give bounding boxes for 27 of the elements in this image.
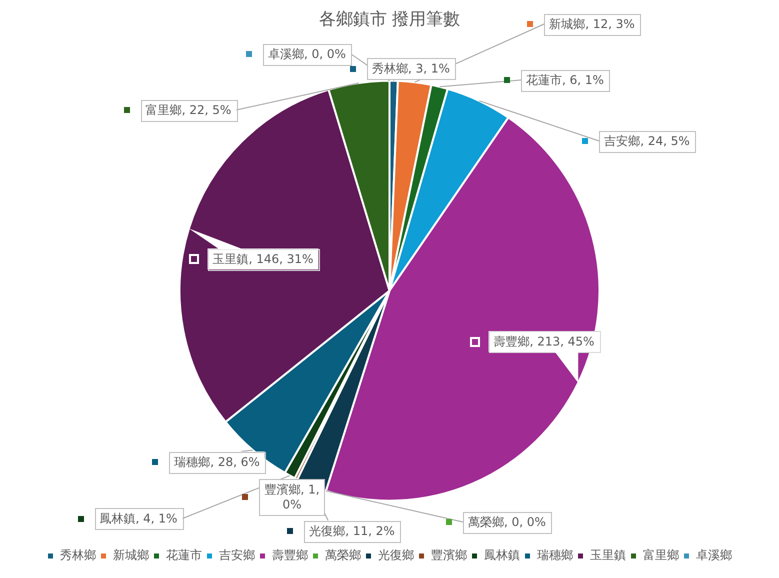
data-label: 玉里鎮, 146, 31% [212,252,314,266]
data-label: 花蓮市, 6, 1% [526,73,604,88]
data-label: 新城鄉, 12, 3% [549,17,635,32]
legend-label: 吉安鄉 [219,548,255,562]
data-label: 豐濱鄉, 1, 0% [264,482,320,512]
legend-label: 壽豐鄉 [272,548,308,562]
legend-label: 花蓮市 [166,548,202,562]
legend-label: 鳳林鎮 [484,548,520,562]
data-label: 富里鄉, 22, 5% [146,103,232,118]
data-label: 秀林鄉, 3, 1% [372,62,450,76]
data-label: 鳳林鎮, 4, 1% [100,512,178,526]
chart-title: 各鄉鎮市 撥用筆數 [318,10,460,30]
data-label: 吉安鄉, 24, 5% [604,134,690,148]
legend-label: 萬榮鄉 [325,548,361,562]
legend-label: 富里鄉 [643,548,679,562]
text: 萬榮鄉, 0, 0% [468,515,546,530]
data-label: 壽豐鄉, 213, 45% [494,334,594,349]
legend-label: 瑞穗鄉 [537,548,573,562]
legend-label: 豐濱鄉 [431,548,467,562]
legend-label: 光復鄉 [378,548,414,562]
data-label: 光復鄉, 11, 2% [309,524,395,538]
legend-label: 玉里鎮 [590,548,626,562]
legend-label: 卓溪鄉 [696,548,732,562]
legend-label: 秀林鄉 [60,548,96,562]
legend-label: 新城鄉 [113,548,149,562]
text: 卓溪鄉, 0, 0% [268,47,346,62]
data-label: 瑞穗鄉, 28, 6% [174,455,260,470]
